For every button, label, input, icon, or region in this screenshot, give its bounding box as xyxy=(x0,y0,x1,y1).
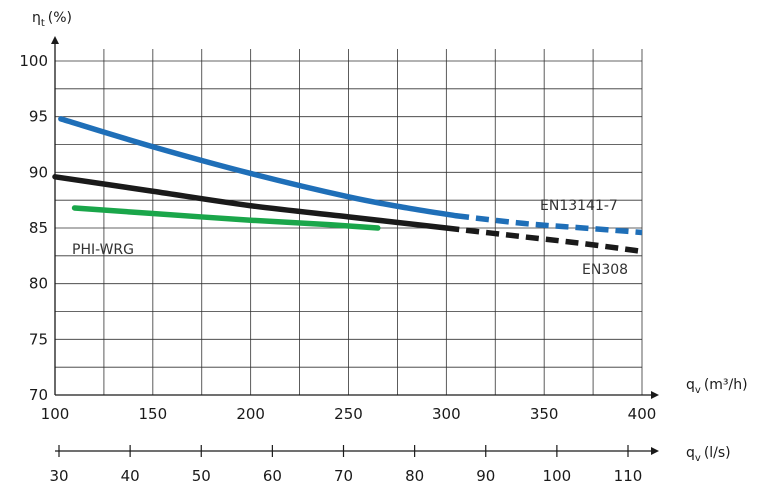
y-tick-label: 80 xyxy=(29,275,48,293)
x-tick-label: 350 xyxy=(530,405,559,423)
y-tick-label: 75 xyxy=(29,330,48,348)
x-tick-label: 150 xyxy=(139,405,168,423)
x-axis-title-sub: v xyxy=(695,385,701,396)
x-secondary-tick-label: 70 xyxy=(334,467,353,485)
series-label-en13141: EN13141-7 xyxy=(540,198,618,214)
x-tick-label: 400 xyxy=(628,405,657,423)
x-secondary-tick-label: 60 xyxy=(263,467,282,485)
x-tick-label: 200 xyxy=(236,405,265,423)
x-secondary-tick-label: 110 xyxy=(614,467,643,485)
series-line-en308 xyxy=(52,174,450,231)
series-line-dashed-en13141 xyxy=(455,213,643,236)
x-secondary-axis-title-sub: v xyxy=(695,453,701,464)
x-secondary-axis-title-unit: (l/s) xyxy=(704,445,731,461)
y-axis-title: ηt (%) xyxy=(32,10,72,29)
x-tick-labels: 100 150 200 250 300 350 400 xyxy=(41,405,657,423)
y-tick-label: 95 xyxy=(29,108,48,126)
x-axis-title: qv (m³/h) xyxy=(686,377,748,396)
x-secondary-axis-title: qv (l/s) xyxy=(686,445,731,464)
y-tick-labels: 70 75 80 85 90 95 100 xyxy=(19,52,48,404)
y-axis-title-unit: (%) xyxy=(48,10,72,26)
x-secondary-tick-label: 90 xyxy=(476,467,495,485)
x-tick-label: 300 xyxy=(432,405,461,423)
x-secondary-tick-label: 30 xyxy=(49,467,68,485)
series-line-phi-wrg xyxy=(71,205,381,231)
x-tick-label: 250 xyxy=(334,405,363,423)
x-tick-label: 100 xyxy=(41,405,70,423)
series-line-dashed-en308 xyxy=(446,225,643,255)
y-tick-label: 70 xyxy=(29,386,48,404)
grid xyxy=(55,49,643,395)
y-tick-label: 90 xyxy=(29,163,48,181)
x-secondary-tick-label: 50 xyxy=(192,467,211,485)
series-label-en308: EN308 xyxy=(582,262,628,278)
x-axis-title-unit: (m³/h) xyxy=(704,377,748,393)
series-label-phi-wrg: PHI-WRG xyxy=(72,242,134,258)
series-lines xyxy=(52,116,643,255)
x-secondary-tick-label: 40 xyxy=(121,467,140,485)
y-axis-title-sub: t xyxy=(41,18,45,29)
y-tick-label: 85 xyxy=(29,219,48,237)
x-secondary-ticks: 30 40 50 60 70 80 90 100 110 xyxy=(49,445,642,485)
y-tick-label: 100 xyxy=(19,52,48,70)
x-secondary-tick-label: 100 xyxy=(543,467,572,485)
x-secondary-tick-label: 80 xyxy=(405,467,424,485)
series-line-en13141 xyxy=(58,116,459,219)
